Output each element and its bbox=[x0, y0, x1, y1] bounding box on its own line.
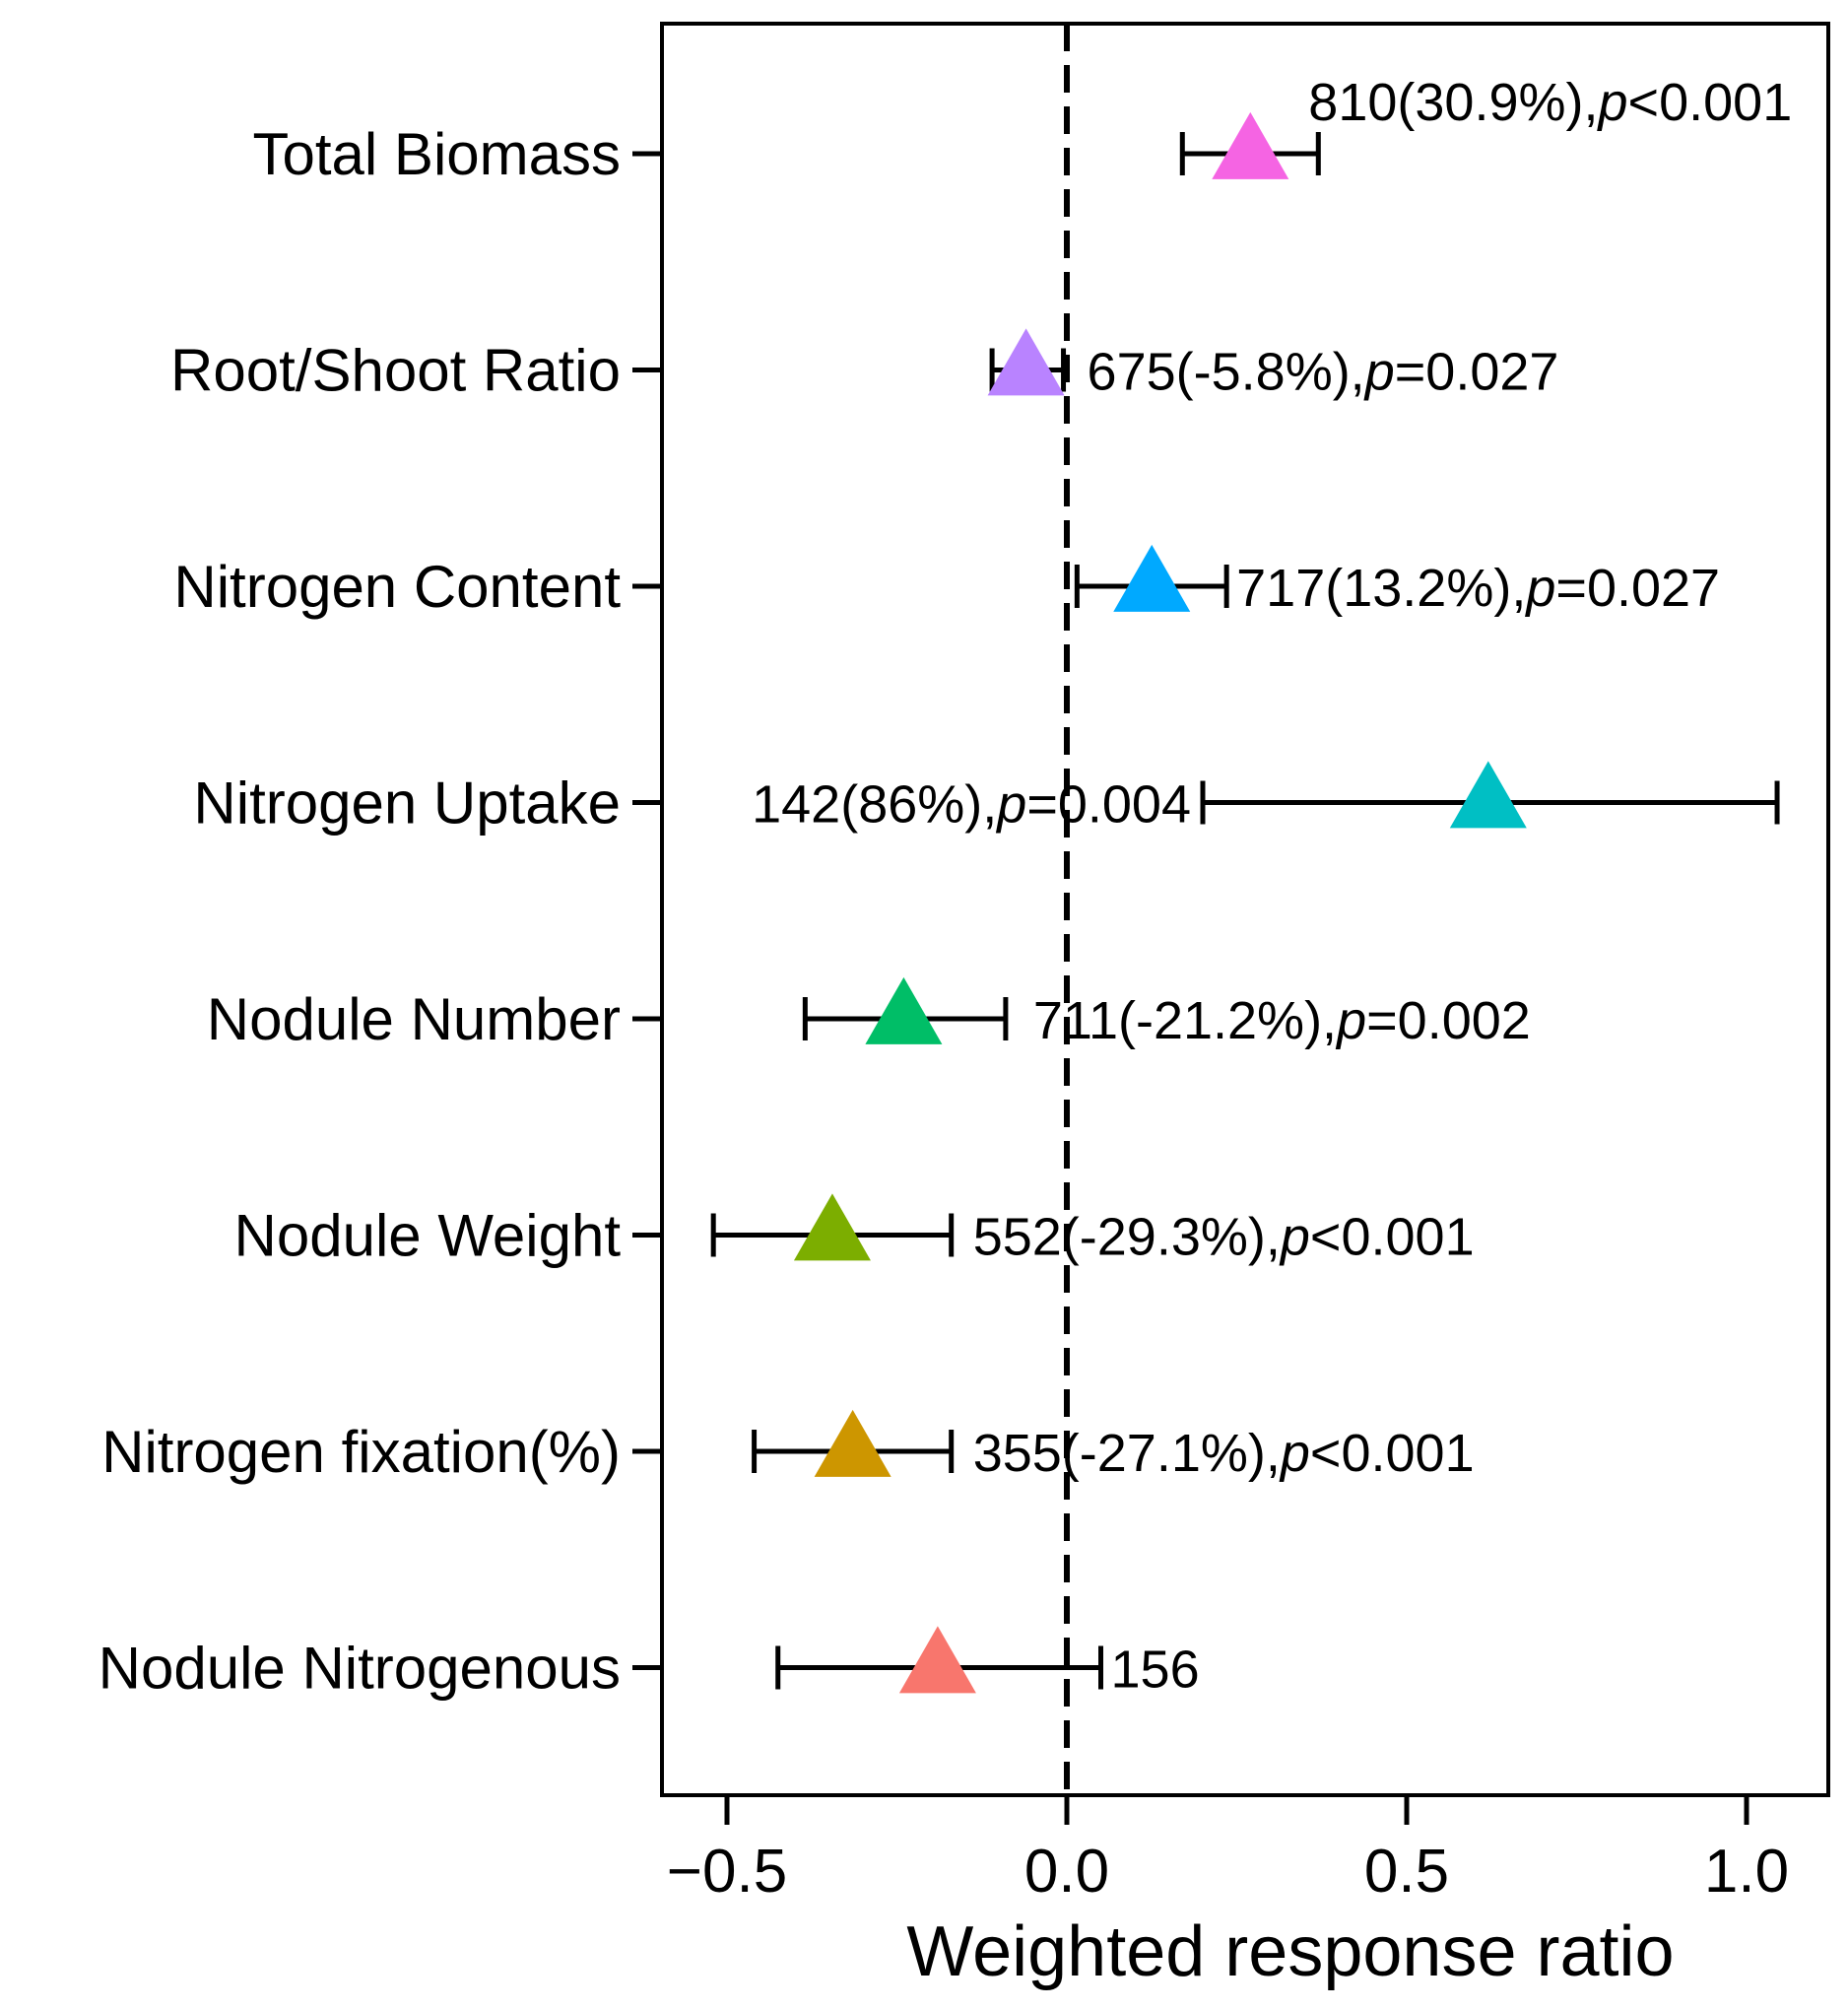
annotation-n: 810 bbox=[1308, 73, 1397, 132]
annotation-p-value: 0.001 bbox=[1341, 1208, 1474, 1267]
annotation-pct: (-21.2%), bbox=[1118, 991, 1337, 1050]
annotation-p-op: = bbox=[1395, 343, 1426, 402]
x-tick-label: −0.5 bbox=[667, 1838, 787, 1906]
category-label: Root/Shoot Ratio bbox=[170, 338, 621, 404]
effect-annotation: 142(86%),p=0.004 bbox=[752, 775, 1191, 835]
effect-annotation: 156 bbox=[1111, 1641, 1200, 1700]
annotation-p-value: 0.027 bbox=[1425, 343, 1558, 402]
forest-row: Nodule Number 711(-21.2%),p=0.002 bbox=[207, 976, 1531, 1052]
annotation-pct: (13.2%), bbox=[1325, 559, 1526, 618]
forest-row: Total Biomass 810(30.9%),p<0.001 bbox=[253, 73, 1793, 187]
annotation-p-op: = bbox=[1026, 775, 1058, 835]
category-label: Nitrogen Content bbox=[173, 554, 621, 620]
effect-annotation: 355(-27.1%),p<0.001 bbox=[973, 1424, 1475, 1483]
annotation-p-value: 0.001 bbox=[1659, 73, 1792, 132]
category-label: Nodule Nitrogenous bbox=[99, 1636, 621, 1702]
annotation-p-op: < bbox=[1310, 1424, 1342, 1483]
effect-annotation: 711(-21.2%),p=0.002 bbox=[1033, 991, 1531, 1050]
effect-annotation: 810(30.9%),p<0.001 bbox=[1308, 73, 1792, 132]
annotation-p-symbol: p bbox=[1597, 73, 1628, 132]
estimate-marker bbox=[1212, 111, 1289, 179]
effect-annotation: 717(13.2%),p=0.027 bbox=[1236, 559, 1720, 618]
estimate-marker bbox=[1113, 544, 1191, 612]
forest-row: Nodule Weight 552(-29.3%),p<0.001 bbox=[234, 1193, 1475, 1269]
forest-row: Root/Shoot Ratio 675(-5.8%),p=0.027 bbox=[170, 328, 1559, 404]
plot-frame bbox=[660, 22, 1830, 1797]
category-label: Nodule Weight bbox=[234, 1203, 622, 1269]
annotation-n: 156 bbox=[1111, 1641, 1200, 1700]
estimate-marker bbox=[814, 1409, 891, 1477]
x-axis: −0.5 0.0 0.5 1.0 bbox=[667, 1795, 1789, 1906]
annotation-n: 711 bbox=[1033, 991, 1118, 1050]
annotation-p-value: 0.004 bbox=[1058, 775, 1191, 835]
category-label: Nitrogen fixation(%) bbox=[101, 1419, 621, 1485]
annotation-pct: (86%), bbox=[840, 775, 997, 835]
annotation-p-op: < bbox=[1628, 73, 1660, 132]
annotation-n: 675 bbox=[1088, 343, 1176, 402]
category-label: Nodule Number bbox=[207, 986, 621, 1052]
estimate-marker bbox=[898, 1626, 976, 1694]
category-label: Nitrogen Uptake bbox=[193, 770, 621, 837]
estimate-marker bbox=[987, 328, 1065, 396]
rows-layer: Total Biomass810(30.9%),p<0.001Root/Shoo… bbox=[99, 73, 1793, 1702]
annotation-pct: (-27.1%), bbox=[1062, 1424, 1281, 1483]
annotation-p-symbol: p bbox=[1524, 559, 1555, 618]
annotation-p-symbol: p bbox=[1363, 343, 1395, 402]
effect-annotation: 552(-29.3%),p<0.001 bbox=[973, 1208, 1475, 1267]
annotation-pct: (30.9%), bbox=[1397, 73, 1598, 132]
annotation-p-op: = bbox=[1555, 559, 1587, 618]
x-tick-label: 0.5 bbox=[1364, 1838, 1449, 1906]
annotation-p-symbol: p bbox=[995, 775, 1026, 835]
forest-row: Nitrogen Uptake 142(86%),p=0.004 bbox=[193, 761, 1780, 837]
x-axis-title: Weighted response ratio bbox=[906, 1912, 1674, 1991]
annotation-n: 552 bbox=[973, 1208, 1062, 1267]
annotation-p-value: 0.027 bbox=[1587, 559, 1720, 618]
forest-row: Nitrogen fixation(%) 355(-27.1%),p<0.001 bbox=[101, 1409, 1475, 1485]
effect-annotation: 675(-5.8%),p=0.027 bbox=[1088, 343, 1559, 402]
category-label: Total Biomass bbox=[253, 121, 621, 187]
annotation-p-symbol: p bbox=[1335, 991, 1366, 1050]
forest-row: Nitrogen Content 717(13.2%),p=0.027 bbox=[173, 544, 1720, 620]
x-tick-label: 0.0 bbox=[1024, 1838, 1109, 1906]
x-tick-label: 1.0 bbox=[1704, 1838, 1789, 1906]
annotation-p-value: 0.001 bbox=[1341, 1424, 1474, 1483]
annotation-p-symbol: p bbox=[1279, 1424, 1310, 1483]
estimate-marker bbox=[1449, 761, 1527, 829]
annotation-p-symbol: p bbox=[1279, 1208, 1310, 1267]
annotation-n: 717 bbox=[1236, 559, 1325, 618]
forest-row: Nodule Nitrogenous 156 bbox=[99, 1626, 1200, 1702]
annotation-p-op: = bbox=[1366, 991, 1398, 1050]
estimate-marker bbox=[793, 1193, 871, 1261]
annotation-n: 355 bbox=[973, 1424, 1062, 1483]
annotation-p-value: 0.002 bbox=[1398, 991, 1531, 1050]
annotation-pct: (-29.3%), bbox=[1062, 1208, 1281, 1267]
annotation-pct: (-5.8%), bbox=[1176, 343, 1365, 402]
annotation-p-op: < bbox=[1310, 1208, 1342, 1267]
estimate-marker bbox=[865, 976, 943, 1044]
annotation-n: 142 bbox=[752, 775, 840, 835]
